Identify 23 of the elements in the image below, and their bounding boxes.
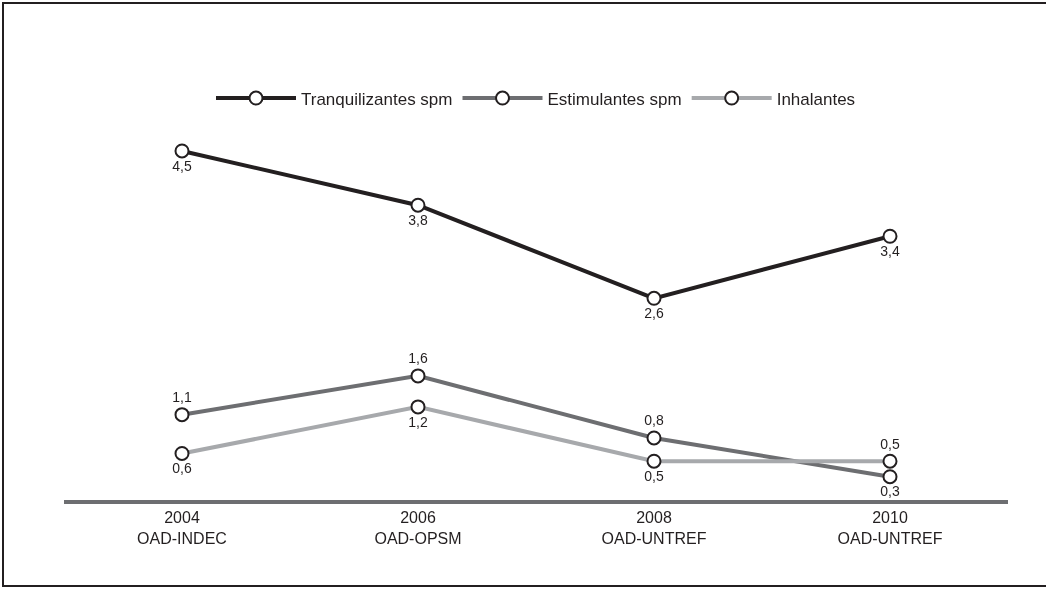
data-label: 4,5 xyxy=(172,157,192,174)
data-label: 3,8 xyxy=(408,211,428,228)
x-tick-label: 2008 OAD-UNTREF xyxy=(601,509,707,547)
data-label: 0,6 xyxy=(172,460,192,477)
point xyxy=(646,290,662,306)
data-label: 3,4 xyxy=(880,242,900,259)
legend-label: Estimulantes spm xyxy=(547,89,682,109)
x-tick-label: 2010 OAD-UNTREF xyxy=(837,509,943,547)
data-label: 1,1 xyxy=(172,389,192,406)
data-label: 0,5 xyxy=(880,435,900,452)
data-label: 0,3 xyxy=(880,483,900,500)
legend-label: Inhalantes xyxy=(776,89,856,109)
point xyxy=(174,143,190,159)
point xyxy=(410,197,426,213)
x-tick-label: 2004 OAD-INDEC xyxy=(137,509,227,547)
data-label: 2,6 xyxy=(644,304,664,321)
data-label: 0,8 xyxy=(644,412,664,429)
data-label: 1,6 xyxy=(408,350,428,367)
data-label: 0,5 xyxy=(644,467,664,484)
x-tick-label: 2006 OAD-OPSM xyxy=(374,509,462,547)
data-label: 1,2 xyxy=(408,413,428,430)
legend-label: Tranquilizantes spm xyxy=(301,89,453,109)
point xyxy=(882,228,898,244)
